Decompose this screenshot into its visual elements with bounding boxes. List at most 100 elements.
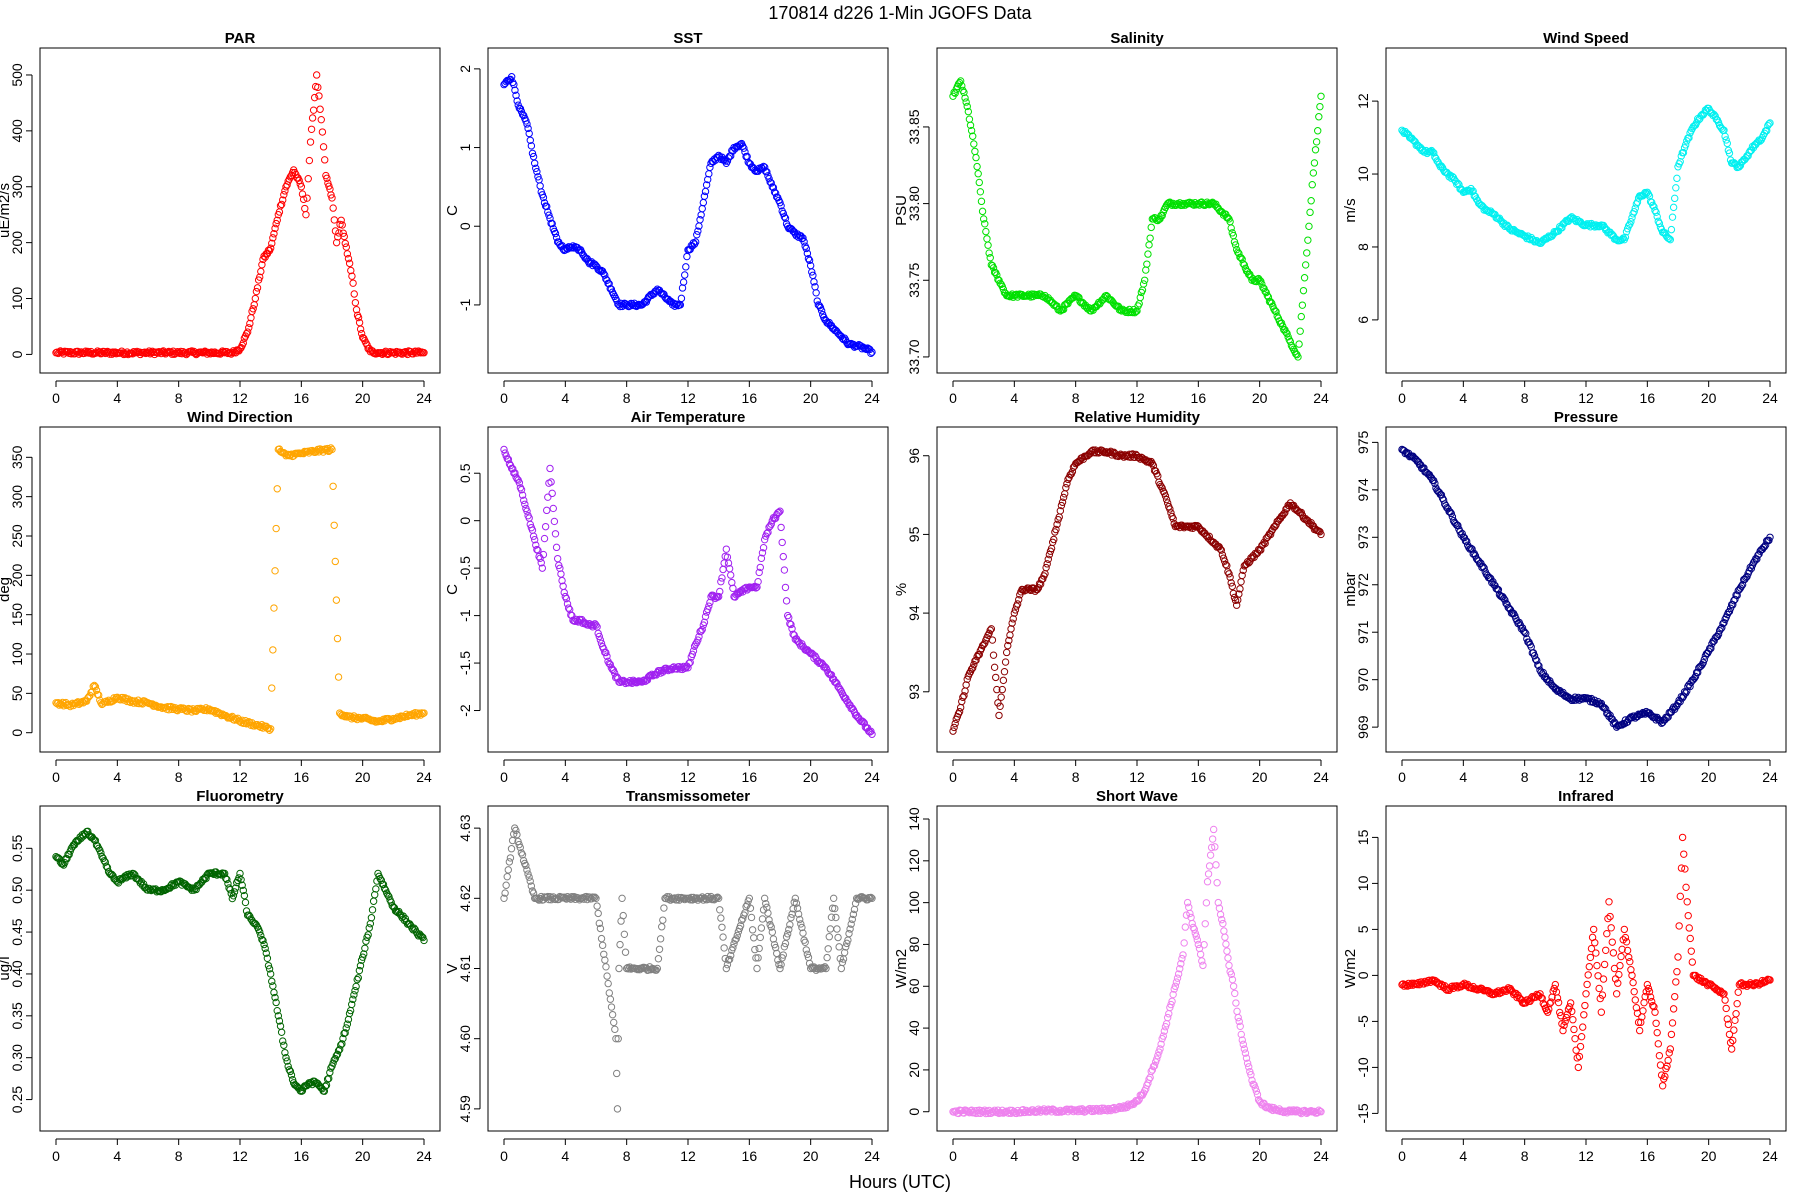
data-point (613, 1105, 622, 1113)
x-tick-label: 24 (416, 390, 432, 406)
data-point (592, 621, 600, 629)
data-point (1202, 899, 1211, 907)
data-point (1766, 119, 1774, 127)
data-point (610, 669, 619, 677)
data-point (741, 909, 749, 917)
data-point (1519, 627, 1528, 635)
data-point (545, 211, 553, 219)
data-point (972, 153, 980, 162)
data-point (355, 966, 364, 975)
data-point (711, 894, 720, 903)
data-point (763, 529, 771, 538)
x-tick-label: 16 (294, 390, 310, 406)
y-tick-label: 0.25 (9, 1086, 25, 1113)
data-point (543, 202, 551, 211)
data-point (1309, 169, 1318, 177)
data-point (330, 1056, 338, 1064)
data-point (548, 489, 556, 498)
data-point (1185, 903, 1193, 912)
x-tick-label: 0 (52, 390, 60, 406)
data-point (867, 893, 875, 902)
data-point (700, 192, 709, 200)
data-point (1062, 483, 1070, 492)
data-point (1745, 148, 1753, 157)
data-point (785, 613, 793, 622)
data-point (1311, 146, 1320, 154)
y-axis-label: m/s (1342, 198, 1359, 222)
data-point (302, 210, 310, 219)
data-point (271, 567, 279, 575)
data-point (1520, 628, 1529, 636)
data-point (596, 924, 605, 933)
plot-frame (39, 805, 441, 1132)
data-point (1686, 682, 1694, 691)
data-point (1420, 464, 1428, 472)
data-point (550, 517, 559, 526)
data-point (544, 493, 552, 501)
data-point (1723, 139, 1731, 148)
data-point (90, 681, 99, 690)
data-point (513, 97, 521, 105)
data-point (1204, 870, 1213, 878)
data-point (269, 982, 277, 990)
data-point (1186, 909, 1194, 918)
x-tick-label: 8 (1072, 1148, 1080, 1164)
data-point (973, 162, 981, 171)
data-point (816, 303, 825, 312)
data-point (799, 929, 807, 937)
data-point (1178, 954, 1186, 963)
data-point (842, 943, 850, 951)
data-point (605, 989, 613, 997)
data-point (1181, 923, 1190, 931)
data-point (962, 681, 970, 689)
data-point (1301, 261, 1310, 269)
data-point (279, 1037, 287, 1045)
data-point (283, 1057, 291, 1065)
data-point (1735, 163, 1744, 171)
data-point (345, 259, 354, 268)
data-point (572, 615, 580, 624)
data-point (951, 719, 959, 728)
x-tick-label: 12 (1129, 390, 1145, 406)
data-point (1165, 1010, 1173, 1018)
data-point (364, 931, 372, 939)
panel-wind-direction: Wind Direction 0 4 8 12 16 20 24 0 50 100 150 200 250… (0, 409, 441, 785)
y-tick-label: 300 (9, 175, 25, 199)
data-point (804, 255, 813, 263)
data-point (329, 204, 337, 212)
x-tick-label: 4 (1010, 390, 1018, 406)
data-point (685, 659, 693, 668)
data-point (1595, 984, 1603, 993)
data-point (970, 660, 978, 669)
x-tick-label: 16 (1640, 769, 1656, 785)
data-point (1237, 1030, 1245, 1039)
data-point (1139, 280, 1148, 288)
data-point (1008, 619, 1016, 627)
data-point (762, 899, 770, 908)
data-point (751, 945, 759, 954)
data-series (52, 444, 428, 734)
data-point (693, 231, 701, 239)
data-point (1227, 224, 1235, 232)
y-axis-label: uE/m2/s (0, 183, 13, 238)
x-tick-label: 24 (416, 769, 432, 785)
data-point (755, 568, 763, 577)
data-point (688, 650, 697, 659)
data-point (418, 709, 426, 717)
data-point (1562, 1013, 1570, 1022)
data-point (985, 249, 993, 257)
x-tick-label: 0 (949, 769, 957, 785)
data-point (752, 584, 760, 592)
data-point (979, 215, 988, 223)
y-tick-label: 0.35 (9, 1002, 25, 1029)
y-axis-label: C (444, 584, 461, 595)
data-point (1169, 990, 1177, 999)
data-point (367, 914, 376, 922)
data-point (523, 120, 531, 128)
x-tick-label: 12 (1129, 769, 1145, 785)
data-point (1158, 212, 1166, 220)
x-tick-label: 8 (1521, 390, 1529, 406)
data-point (691, 640, 700, 648)
y-tick-label: 60 (906, 978, 922, 994)
x-tick-label: 24 (1762, 1148, 1778, 1164)
